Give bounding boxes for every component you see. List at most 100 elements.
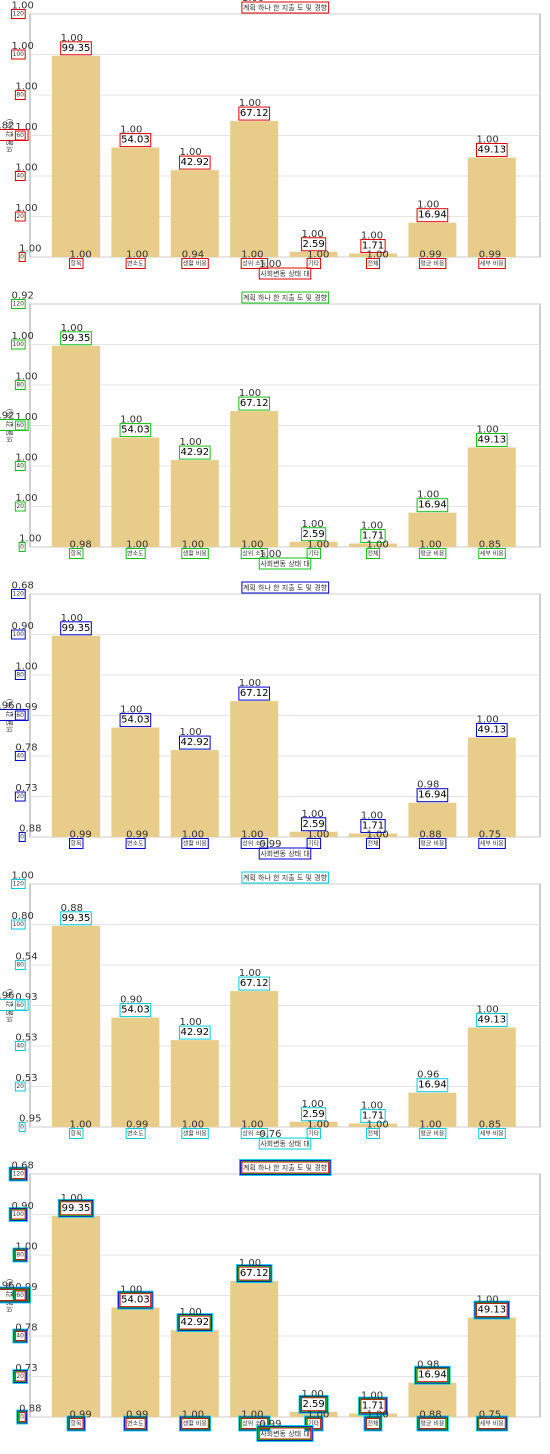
- ocr-box: [475, 143, 508, 158]
- x-tick-label: 세부 비용: [480, 840, 504, 848]
- ocr-box: [417, 1416, 448, 1431]
- ocr-score: 1.00: [69, 250, 91, 261]
- bar: [170, 750, 219, 837]
- ocr-score: 1.00: [69, 1120, 91, 1131]
- ocr-box: [0, 1286, 31, 1304]
- ocr-box: [300, 1107, 327, 1122]
- ocr-box: [238, 1159, 332, 1176]
- x-tick-label: 변소도: [127, 1130, 144, 1138]
- y-tick-label: 0: [20, 254, 24, 261]
- ocr-score: 0.78: [15, 743, 37, 754]
- y-tick-label: 20: [16, 503, 24, 510]
- x-tick-label: 기타: [308, 1420, 320, 1428]
- x-tick-label: 항목: [70, 550, 82, 558]
- ocr-score: 0.96: [0, 991, 14, 1002]
- ocr-score: 1.00: [15, 1242, 37, 1253]
- bar: [230, 121, 279, 257]
- ocr-score: 0.53: [15, 1073, 37, 1084]
- ocr-box: [416, 1368, 449, 1383]
- ocr-box: [14, 670, 26, 680]
- ocr-box: [475, 723, 508, 738]
- x-tick-label: 상위 소득: [242, 840, 266, 848]
- ocr-box: [365, 258, 381, 269]
- bar: [170, 170, 219, 257]
- ocr-score: 0.98: [69, 540, 91, 551]
- ocr-score: 0.98: [417, 780, 439, 791]
- ocr-box: [125, 1128, 146, 1139]
- y-tick-label: 60: [16, 1292, 24, 1299]
- ocr-box: [240, 1418, 269, 1429]
- ocr-box: [179, 1416, 211, 1431]
- ocr-score: 1.00: [15, 203, 37, 214]
- x-tick-label: 기타: [308, 840, 320, 848]
- y-tick-label: 0: [20, 1124, 24, 1131]
- ocr-box: [11, 299, 26, 309]
- x-tick-label: 평균 비용: [420, 550, 444, 558]
- ocr-box: [258, 1137, 312, 1150]
- ocr-score: 1.00: [61, 323, 83, 334]
- value-label: 2.59: [302, 1109, 324, 1120]
- y-tick-label: 0: [20, 544, 24, 551]
- ocr-box: [364, 1416, 382, 1431]
- value-label: 49.13: [477, 1015, 506, 1026]
- y-tick-label: 120: [13, 11, 25, 18]
- x-tick-label: 생활 비용: [183, 1130, 207, 1138]
- ocr-score: 1.00: [12, 41, 34, 52]
- bar: [408, 222, 457, 257]
- y-tick-label: 120: [13, 591, 25, 598]
- ocr-box: [11, 919, 26, 930]
- x-tick-label: 생활 비용: [183, 550, 207, 558]
- y-tick-label: 0: [20, 1414, 24, 1421]
- ocr-box: [240, 548, 269, 559]
- value-label: 16.94: [418, 210, 447, 221]
- x-tick-label: 항목: [70, 1130, 82, 1138]
- ocr-box: [13, 1329, 28, 1343]
- ocr-box: [178, 1314, 212, 1331]
- ocr-score: 1.00: [307, 540, 329, 551]
- ocr-box: [238, 1415, 271, 1432]
- y-tick-label: 20: [16, 1373, 24, 1380]
- ocr-score: 1.00: [476, 715, 498, 726]
- ocr-box: [119, 713, 152, 728]
- bar: [467, 447, 516, 547]
- ocr-box: [10, 1208, 27, 1221]
- ocr-box: [357, 1396, 389, 1416]
- ocr-box: [178, 155, 211, 170]
- ocr-score: 1.00: [120, 415, 142, 426]
- value-label: 67.12: [240, 398, 269, 409]
- ocr-box: [14, 90, 26, 100]
- ocr-score: 1.00: [307, 250, 329, 261]
- ocr-box: [58, 1199, 94, 1217]
- y-tick-label: 40: [16, 753, 24, 760]
- ocr-box: [298, 1394, 329, 1414]
- x-tick-label: 상위 소득: [242, 550, 266, 558]
- ocr-score: 1.00: [241, 250, 263, 261]
- ocr-score: 0.99: [15, 702, 37, 713]
- value-label: 2.59: [302, 819, 324, 830]
- ocr-score: 0.99: [126, 1410, 148, 1421]
- ocr-box: [57, 1198, 95, 1218]
- ocr-box: [237, 1265, 271, 1282]
- ocr-box: [306, 1128, 322, 1139]
- bar: [230, 411, 279, 547]
- ocr-box: [18, 832, 26, 842]
- ocr-box: [60, 331, 92, 346]
- bar: [467, 1317, 516, 1417]
- value-label: 49.13: [477, 1305, 506, 1316]
- ocr-score: 1.00: [307, 1410, 329, 1421]
- bar: [111, 727, 160, 837]
- ocr-box: [18, 1122, 26, 1132]
- ocr-box: [365, 1417, 381, 1430]
- ocr-score: 1.00: [476, 135, 498, 146]
- ocr-box: [68, 1128, 84, 1139]
- ocr-score: 1.00: [241, 830, 263, 841]
- ocr-box: [0, 1288, 30, 1302]
- value-label: 42.92: [180, 1027, 209, 1038]
- ocr-score: 0.99: [126, 830, 148, 841]
- ocr-score: 1.00: [419, 540, 441, 551]
- bar: [230, 701, 279, 837]
- ocr-box: [239, 1417, 269, 1430]
- ocr-box: [358, 1397, 388, 1415]
- ocr-score: 1.00: [120, 125, 142, 136]
- bar: [349, 253, 397, 257]
